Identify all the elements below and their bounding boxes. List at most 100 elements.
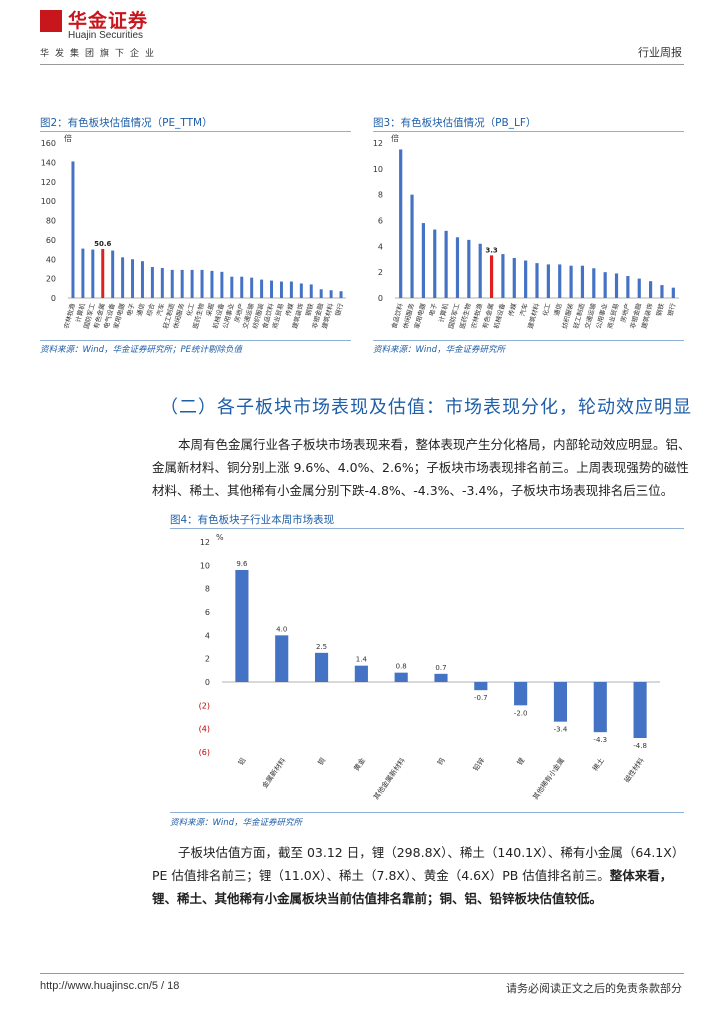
chart-bar [329, 290, 333, 298]
chart-bar [660, 285, 664, 298]
chart-bar [553, 682, 568, 722]
figure2-source: 资料来源：Wind，华金证券研究所；PE统计剔除负值 [40, 345, 243, 355]
chart-bar [81, 248, 85, 298]
x-category-label: 通信 [134, 302, 146, 317]
y-tick-label: 140 [41, 158, 56, 167]
y-tick-label: 8 [378, 191, 383, 200]
chart-bar [569, 265, 573, 298]
paragraph2-line2-bold: 整体来看， [609, 868, 673, 883]
y-tick-label: 100 [41, 197, 56, 206]
data-label: -0.7 [474, 694, 488, 702]
chart-bar [546, 264, 550, 298]
chart-bar [593, 682, 607, 733]
paragraph1-line3: 材料、稀土、其他稀有小金属分别下跌-4.8%、-4.3%、-3.4%，子板块市场… [152, 483, 674, 498]
chart-bar [200, 269, 204, 298]
data-label: 1.4 [356, 656, 368, 664]
chart-bar [649, 281, 653, 298]
y-tick-label: 120 [41, 178, 56, 187]
figure2-title: 图2：有色板块估值情况（PE_TTM） [40, 117, 213, 129]
paragraph2-line3-bold: 锂、稀土、其他稀有小金属板块当前估值排名靠前；铜、铝、铅锌板块估值较低。 [152, 891, 603, 906]
x-category-label: 传媒 [283, 302, 295, 317]
y-tick-label: (6) [199, 748, 210, 757]
chart-bar [514, 682, 528, 706]
chart-bar [399, 149, 403, 298]
chart-bar [230, 276, 234, 298]
y-unit-label: % [216, 533, 224, 542]
chart-bar [220, 271, 224, 298]
x-category-label: 化工 [540, 302, 552, 317]
y-tick-label: 6 [205, 608, 210, 617]
chart-bar [180, 269, 184, 298]
chart-bar [299, 283, 303, 298]
figure2-title-rule [40, 131, 351, 132]
chart-bar [501, 254, 505, 298]
y-unit-label: 倍 [64, 134, 72, 143]
paragraph2-line3: 锂、稀土、其他稀有小金属板块当前估值排名靠前；铜、铝、铅锌板块估值较低。 [152, 887, 602, 910]
data-label: 4.0 [276, 625, 287, 633]
y-tick-label: 0 [205, 678, 210, 687]
data-label: -4.8 [633, 742, 647, 750]
footer-url-link[interactable]: http://www.huajinsc.cn/5 / 18 [40, 980, 180, 992]
figure3-title-rule [373, 131, 684, 132]
y-tick-label: 0 [378, 294, 383, 303]
chart-bar [580, 265, 585, 298]
figure2-chart: 倍020406080100120140160农林牧渔计算机国防军工50.6有色金… [41, 134, 346, 330]
y-tick-label: 12 [373, 139, 383, 148]
header-rule [40, 64, 684, 65]
chart-bar [512, 257, 516, 298]
chart-bar [121, 257, 125, 298]
y-tick-label: (2) [199, 701, 210, 710]
data-label: 0.7 [435, 664, 446, 672]
company-name-en: Huajin Securities [68, 30, 144, 41]
figure3-title: 图3：有色板块估值情况（PB_LF） [373, 117, 537, 129]
chart-bar [603, 272, 607, 298]
section-heading: （二）各子板块市场表现及估值：市场表现分化，轮动效应明显 [160, 397, 692, 418]
data-label: 2.5 [316, 643, 327, 651]
company-name-cn: 华金证券 [68, 10, 149, 32]
x-category-label: 锂 [515, 756, 526, 767]
chart-bar [626, 276, 630, 298]
x-category-label: 银行 [333, 302, 345, 317]
x-category-label: 磁性材料 [622, 756, 645, 784]
x-category-label: 通信 [552, 302, 564, 317]
chart-bar [671, 287, 675, 298]
chart-bar [558, 264, 562, 298]
chart-bar [91, 249, 95, 298]
chart-bar [275, 635, 289, 682]
data-label: 9.6 [236, 560, 248, 568]
chart-bar [235, 570, 249, 682]
x-category-label: 银行 [665, 302, 677, 317]
x-category-label: 金属新材料 [260, 756, 287, 790]
figure4-title: 图4：有色板块子行业本周市场表现 [170, 514, 335, 526]
y-tick-label: 2 [205, 655, 210, 664]
chart-bar [410, 194, 414, 298]
chart-bar [160, 267, 164, 298]
chart-bar [260, 279, 264, 298]
x-category-label: 电子 [124, 302, 136, 317]
chart-bar [394, 672, 408, 682]
footer-rule [40, 973, 684, 974]
data-label: -2.0 [514, 709, 528, 717]
chart-bar [633, 682, 647, 738]
chart-bar [210, 270, 214, 298]
figure4-chart: % 12 10 8 6 4 2 0 (2) (4) (6) 9.6 铝 4.0 金属新材料 2.5 铜 1.4 黄金… [199, 533, 660, 801]
chart-bar [421, 223, 425, 298]
chart-bar [190, 269, 194, 298]
chart-bar [289, 281, 293, 298]
data-label: 0.8 [396, 663, 407, 671]
figure3-bottom-rule [373, 340, 684, 341]
chart-bar [535, 263, 539, 298]
figure4-source: 资料来源：Wind，华金证券研究所 [170, 818, 303, 828]
x-category-label: 钨 [435, 756, 446, 767]
chart-bar [444, 230, 448, 298]
chart-bar [489, 255, 494, 298]
chart-bar [71, 161, 75, 298]
paragraph2-line2-text: PE 估值排名前三；锂（11.0X）、稀土（7.8X）、黄金（4.6X）PB 估… [152, 868, 610, 883]
y-tick-label: 12 [200, 538, 210, 547]
figure2-bottom-rule [40, 340, 351, 341]
chart-bar [637, 278, 641, 298]
paragraph2-line2: PE 估值排名前三；锂（11.0X）、稀土（7.8X）、黄金（4.6X）PB 估… [152, 864, 672, 887]
x-category-label: 铜 [316, 756, 327, 767]
data-label: -4.3 [593, 736, 607, 744]
